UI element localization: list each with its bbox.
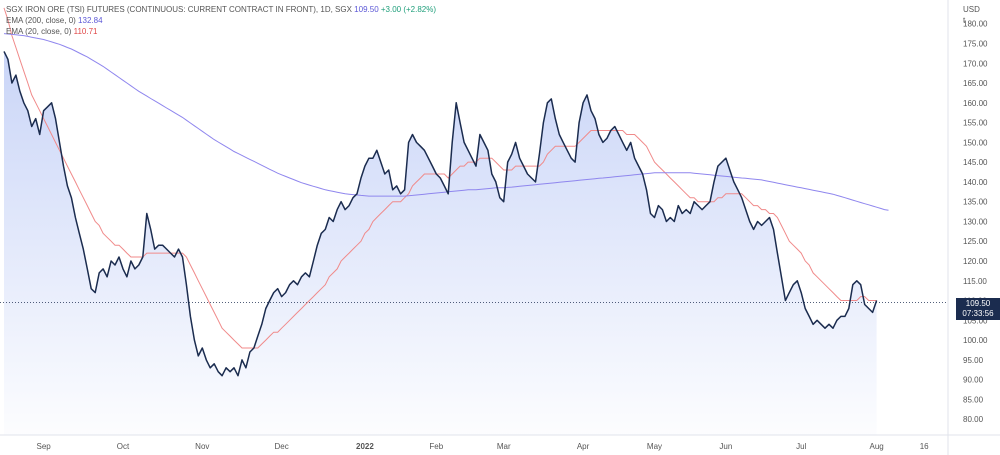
last-price-tag: 109.50 07:33:56	[956, 297, 1000, 320]
price-tick-label: 135.00	[963, 198, 988, 207]
price-tick-label: 175.00	[963, 40, 988, 49]
ema200-label: EMA (200, close, 0)	[6, 16, 76, 25]
time-tick-label: May	[647, 442, 662, 451]
price-area-fill	[4, 51, 877, 436]
ema20-label: EMA (20, close, 0)	[6, 27, 72, 36]
bar-countdown: 07:33:56	[962, 308, 994, 318]
time-tick-label: Apr	[577, 442, 590, 451]
price-tick-label: 115.00	[963, 277, 987, 286]
time-tick-label: Jun	[719, 442, 732, 451]
price-tick-label: 170.00	[963, 59, 988, 68]
time-tick-label: Jul	[796, 442, 806, 451]
ema200-line	[3, 33, 889, 211]
price-tick-label: 85.00	[963, 395, 984, 404]
last-value: 109.50	[354, 5, 379, 14]
price-tick-label: 150.00	[963, 138, 988, 147]
time-tick-label: Oct	[117, 442, 130, 451]
time-tick-label: Sep	[37, 442, 52, 451]
time-tick-label: 16	[920, 442, 929, 451]
price-tick-label: 120.00	[963, 257, 988, 266]
ema20-line	[3, 7, 877, 349]
ema20-value: 110.71	[73, 27, 98, 36]
price-change: +3.00 (+2.82%)	[380, 5, 437, 14]
ema200-value: 132.84	[78, 16, 103, 25]
time-tick-label: Mar	[497, 442, 511, 451]
unit-label: t	[963, 16, 966, 25]
price-tick-label: 100.00	[963, 336, 988, 345]
legend-symbol-row: SGX IRON ORE (TSI) FUTURES (CONTINUOUS: …	[6, 4, 436, 15]
price-tick-label: 80.00	[963, 415, 984, 424]
time-tick-label: 2022	[356, 442, 374, 451]
price-tick-label: 160.00	[963, 99, 988, 108]
price-tick-label: 105.00	[963, 316, 988, 325]
price-axis[interactable]: 80.0085.0090.0095.00100.00105.00110.0011…	[947, 0, 988, 455]
last-price-value: 109.50	[965, 298, 991, 308]
time-tick-label: Nov	[195, 442, 209, 451]
price-tick-label: 125.00	[963, 237, 988, 246]
price-tick-label: 180.00	[963, 20, 988, 29]
legend-ema200-row[interactable]: EMA (200, close, 0) 132.84	[6, 15, 436, 26]
price-tick-label: 165.00	[963, 79, 988, 88]
plot-area	[0, 7, 948, 436]
price-tick-label: 140.00	[963, 178, 988, 187]
price-line	[3, 51, 878, 377]
price-tick-label: 145.00	[963, 158, 988, 167]
time-tick-label: Feb	[429, 442, 443, 451]
price-tick-label: 155.00	[963, 119, 988, 128]
time-tick-label: Dec	[275, 442, 289, 451]
currency-label: USD	[963, 5, 980, 14]
price-tick-label: 130.00	[963, 217, 988, 226]
chart-legend: SGX IRON ORE (TSI) FUTURES (CONTINUOUS: …	[6, 4, 436, 37]
symbol-title: SGX IRON ORE (TSI) FUTURES (CONTINUOUS: …	[6, 5, 352, 14]
time-tick-label: Aug	[869, 442, 883, 451]
time-axis[interactable]: Sep Oct Nov Dec 2022 Feb Mar Apr May Jun Jul Aug 16	[0, 434, 1000, 451]
price-tick-label: 95.00	[963, 356, 984, 365]
price-tick-label: 90.00	[963, 376, 984, 385]
legend-ema20-row[interactable]: EMA (20, close, 0) 110.71	[6, 26, 436, 37]
